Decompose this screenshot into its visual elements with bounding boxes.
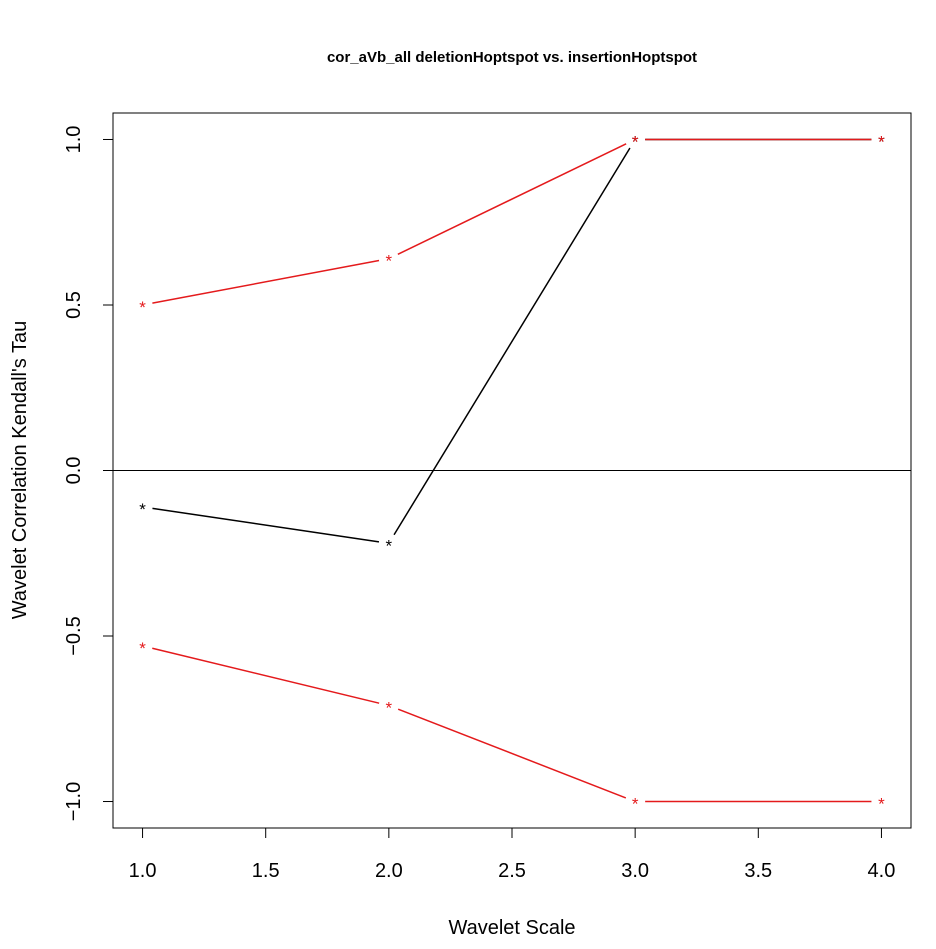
x-tick-label: 1.0 — [129, 860, 157, 882]
x-tick-label: 3.0 — [621, 860, 649, 882]
series-layer: *** **** **** * — [139, 132, 885, 813]
data-point-marker: * — [139, 298, 146, 317]
data-point-marker: * — [139, 500, 146, 519]
data-point-marker: * — [139, 639, 146, 658]
x-axis-label: Wavelet Scale — [448, 917, 575, 939]
series-segment — [152, 259, 380, 304]
data-point-marker: * — [878, 795, 885, 814]
series-2: * * * * — [139, 132, 885, 317]
data-point-marker: * — [386, 699, 393, 718]
x-tick-label: 1.5 — [252, 860, 280, 882]
data-point-marker: * — [632, 132, 639, 151]
data-point-marker: * — [386, 536, 393, 555]
data-point-marker: * — [632, 132, 639, 151]
x-tick-label: 3.5 — [744, 860, 772, 882]
data-point-marker: * — [878, 132, 885, 151]
series-segment — [397, 143, 627, 255]
x-axis: 1.0 1.5 2.0 2.5 3.0 3.5 4.0 — [129, 827, 896, 882]
x-tick-label: 2.5 — [498, 860, 526, 882]
data-point-marker: * — [386, 252, 393, 271]
x-tick-label: 4.0 — [868, 860, 896, 882]
y-tick-label: 0.0 — [63, 457, 85, 485]
series-1: * * * * — [139, 132, 885, 555]
y-tick-label: 0.5 — [63, 291, 85, 319]
series-segment — [393, 147, 631, 536]
y-axis: −1.0 −0.5 0.0 0.5 1.0 — [63, 126, 114, 821]
series-3: * * * * — [139, 639, 885, 814]
data-point-marker: * — [632, 795, 639, 814]
chart-title: cor_aVb_all deletionHoptspot vs. inserti… — [327, 49, 697, 66]
series-segment — [152, 647, 380, 704]
data-point-marker: * — [878, 132, 885, 151]
series-segment — [397, 708, 627, 799]
y-tick-label: −0.5 — [63, 616, 85, 655]
series-segment — [152, 507, 380, 543]
x-tick-label: 2.0 — [375, 860, 403, 882]
y-tick-label: −1.0 — [63, 782, 85, 821]
y-axis-label: Wavelet Correlation Kendall's Tau — [9, 321, 31, 619]
y-tick-label: 1.0 — [63, 126, 85, 154]
